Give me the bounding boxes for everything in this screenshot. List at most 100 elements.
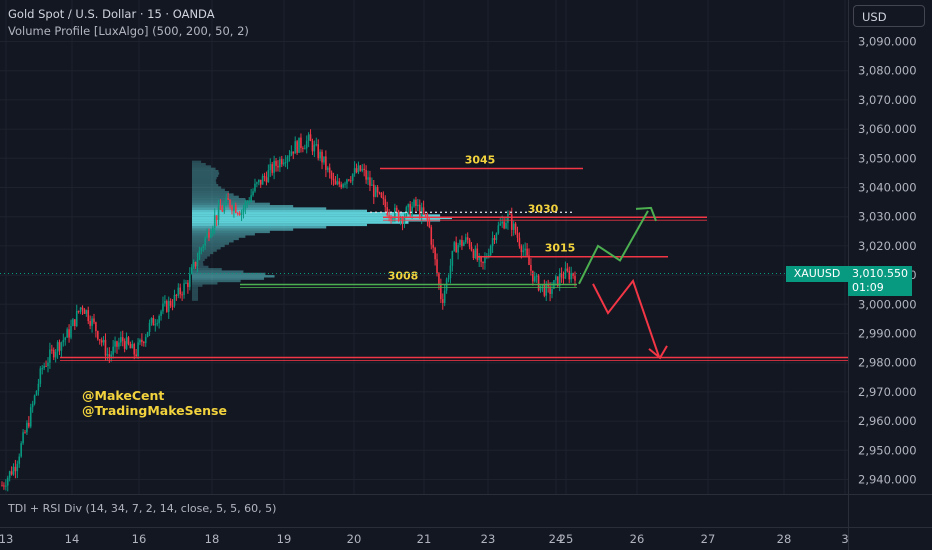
candle-body bbox=[313, 144, 316, 152]
volume-profile-bar bbox=[192, 242, 230, 245]
candle-body bbox=[210, 233, 212, 238]
candle-body bbox=[482, 261, 484, 264]
volume-profile-bar bbox=[192, 254, 211, 257]
candle-body bbox=[121, 337, 124, 342]
candle-body bbox=[112, 346, 114, 355]
candles bbox=[1, 129, 576, 492]
candle-body bbox=[348, 179, 350, 181]
indicator-legend[interactable]: Volume Profile [LuxAlgo] (500, 200, 50, … bbox=[8, 24, 249, 38]
candle-body bbox=[221, 209, 224, 212]
projection-down-arrowhead bbox=[648, 345, 668, 360]
candle-body bbox=[1, 485, 3, 487]
candle-body bbox=[41, 368, 44, 370]
candle-body bbox=[227, 198, 229, 200]
candle-body bbox=[476, 248, 479, 260]
projection-up-arrowhead bbox=[635, 206, 657, 222]
candle-body bbox=[79, 307, 82, 312]
candle-body bbox=[388, 215, 390, 217]
candle-body bbox=[204, 237, 206, 246]
candle-body bbox=[376, 187, 379, 193]
candle-body bbox=[359, 165, 362, 171]
candle-body bbox=[361, 168, 364, 171]
candle-body bbox=[371, 184, 373, 186]
candle-body bbox=[156, 323, 159, 325]
candle-body bbox=[64, 337, 67, 340]
candle-body bbox=[528, 255, 530, 265]
volume-profile-bar bbox=[192, 212, 409, 215]
chart-grid bbox=[0, 0, 932, 495]
candle-body bbox=[152, 318, 155, 326]
bar-countdown: 01:09 bbox=[852, 281, 884, 294]
candle-body bbox=[280, 159, 283, 165]
candle-body bbox=[570, 273, 572, 280]
candle-body bbox=[432, 244, 434, 248]
volume-profile-bar bbox=[192, 284, 203, 287]
candle-body bbox=[344, 183, 346, 185]
candle-body bbox=[116, 341, 118, 347]
candle-body bbox=[158, 316, 160, 324]
candle-body bbox=[118, 342, 120, 347]
candle-body bbox=[532, 270, 534, 282]
candle-body bbox=[236, 212, 239, 214]
candle-body bbox=[440, 283, 442, 300]
candle-body bbox=[171, 305, 174, 307]
candle-body bbox=[248, 201, 251, 203]
candle-body bbox=[60, 342, 63, 351]
candle-body bbox=[489, 245, 492, 256]
sub-indicator-legend[interactable]: TDI + RSI Div (14, 34, 7, 2, 14, close, … bbox=[8, 502, 277, 515]
candle-body bbox=[93, 318, 95, 323]
volume-profile-bar bbox=[192, 298, 198, 301]
candle-body bbox=[407, 204, 410, 208]
candle-body bbox=[309, 134, 312, 142]
volume-profile-bar bbox=[192, 207, 327, 210]
candle-body bbox=[68, 329, 70, 338]
candle-body bbox=[334, 180, 337, 185]
candle-body bbox=[545, 283, 548, 296]
candle-body bbox=[213, 215, 216, 228]
candle-body bbox=[275, 160, 277, 166]
candle-body bbox=[143, 342, 145, 344]
candle-body bbox=[524, 248, 526, 251]
candle-body bbox=[560, 273, 563, 278]
volume-profile-bar bbox=[192, 198, 246, 201]
candle-body bbox=[510, 214, 513, 230]
candle-body bbox=[190, 267, 193, 274]
candle-body bbox=[250, 195, 252, 202]
candle-body bbox=[526, 248, 528, 256]
candle-body bbox=[549, 286, 551, 294]
volume-profile-bar bbox=[192, 286, 198, 290]
candle-body bbox=[315, 144, 318, 146]
candle-body bbox=[45, 365, 47, 367]
time-tick-label: 26 bbox=[630, 532, 645, 546]
candle-body bbox=[22, 432, 24, 444]
candle-body bbox=[294, 141, 297, 154]
candle-body bbox=[35, 390, 38, 396]
projection-down-path bbox=[592, 278, 660, 358]
time-tick-label: 24 bbox=[549, 532, 564, 546]
candle-body bbox=[97, 331, 99, 340]
candle-body bbox=[196, 259, 199, 267]
candle-body bbox=[108, 354, 111, 357]
volume-profile-bar bbox=[192, 291, 198, 294]
candle-body bbox=[219, 205, 222, 210]
candle-body bbox=[189, 273, 191, 288]
candle-body bbox=[363, 168, 365, 170]
candle-body bbox=[434, 247, 436, 260]
candle-body bbox=[29, 407, 32, 427]
candle-body bbox=[183, 283, 185, 295]
volume-profile-bar bbox=[192, 235, 246, 238]
candle-body bbox=[556, 276, 559, 287]
volume-profile-bar bbox=[192, 216, 452, 220]
currency-button[interactable]: USD bbox=[853, 5, 925, 27]
candle-body bbox=[503, 221, 505, 229]
candle-body bbox=[372, 184, 375, 197]
candle-body bbox=[83, 309, 86, 314]
candle-body bbox=[150, 318, 153, 323]
candle-body bbox=[286, 156, 289, 163]
current-price-badge: 3,010.550 01:09 bbox=[848, 266, 912, 296]
candle-body bbox=[5, 485, 7, 487]
candle-body bbox=[288, 155, 291, 157]
candle-body bbox=[351, 173, 354, 181]
candle-body bbox=[225, 198, 228, 205]
